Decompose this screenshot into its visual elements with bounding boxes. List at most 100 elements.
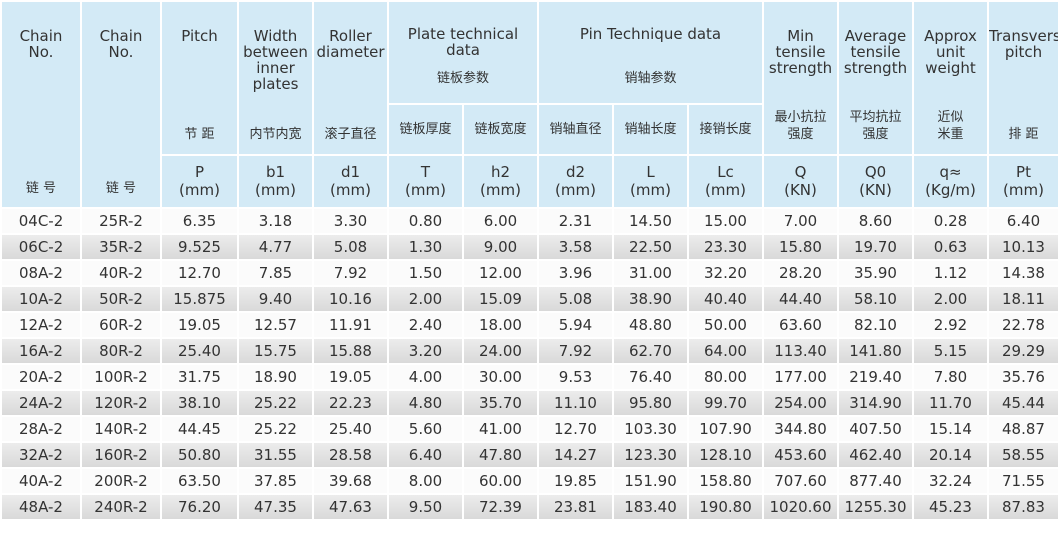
column-header: Transverse pitch 排 距	[987, 0, 1058, 157]
cell: 25.22	[237, 415, 314, 443]
cell: 3.20	[387, 337, 464, 365]
cell: 0.80	[387, 207, 464, 235]
cell: 71.55	[987, 467, 1058, 495]
cell: 3.30	[312, 207, 389, 235]
header-en: Min tensile strength	[768, 27, 833, 77]
header-box: b1 (mm)	[240, 157, 311, 206]
cell: 314.90	[837, 389, 914, 417]
cell: 141.80	[837, 337, 914, 365]
cell: 95.80	[612, 389, 689, 417]
cell: 15.88	[312, 337, 389, 365]
cell: 39.68	[312, 467, 389, 495]
group-zh: 链板参数	[436, 71, 489, 86]
header-zh: 节 距	[184, 127, 215, 142]
cell: 29.29	[987, 337, 1058, 365]
data-row: 24A-2 120R-2 38.10 25.22 22.23 4.80 35.70 11.10…	[0, 389, 1058, 417]
header-box: 销轴长度	[615, 106, 686, 153]
cell: 20.14	[912, 441, 989, 469]
cell: 99.70	[687, 389, 764, 417]
cell: 50.00	[687, 311, 764, 339]
cell: 140R-2	[80, 415, 162, 443]
cell: 60.00	[462, 467, 539, 495]
cell: 2.31	[537, 207, 614, 235]
header-zh: 链 号	[25, 181, 57, 196]
cell: 6.35	[160, 207, 239, 235]
cell: 128.10	[687, 441, 764, 469]
cell: 40A-2	[0, 467, 82, 495]
unit: (mm)	[630, 181, 671, 200]
cell: 47.63	[312, 493, 389, 521]
header-box: d2 (mm)	[540, 157, 611, 206]
header-box: h2 (mm)	[465, 157, 536, 206]
cell: 151.90	[612, 467, 689, 495]
symbol: h2	[490, 163, 511, 182]
cell: 113.40	[762, 337, 839, 365]
header-zh: 内节内宽	[249, 127, 302, 142]
header-box: Roller diameter 滚子直径	[315, 3, 386, 153]
header-en: Approx unit weight	[924, 27, 977, 77]
cell: 254.00	[762, 389, 839, 417]
cell: 15.14	[912, 415, 989, 443]
symbol: Lc	[717, 163, 734, 182]
cell: 25.40	[160, 337, 239, 365]
cell: 103.30	[612, 415, 689, 443]
group-zh: 销轴参数	[624, 71, 677, 86]
cell: 3.96	[537, 259, 614, 287]
data-row: 48A-2 240R-2 76.20 47.35 47.63 9.50 72.39 23.81…	[0, 493, 1058, 521]
header-en: Transverse pitch	[989, 27, 1057, 61]
unit: (KN)	[859, 181, 892, 200]
cell: 15.80	[762, 233, 839, 261]
cell: 9.525	[160, 233, 239, 261]
cell: 45.23	[912, 493, 989, 521]
header-box: Q0 (KN)	[840, 157, 911, 206]
unit-header: P (mm)	[160, 154, 239, 209]
group-header: Plate technical data 链板参数	[387, 0, 539, 106]
cell: 31.55	[237, 441, 314, 469]
data-row: 06C-2 35R-2 9.525 4.77 5.08 1.30 9.00 3.58 22.50…	[0, 233, 1058, 261]
unit-header: T (mm)	[387, 154, 464, 209]
cell: 63.60	[762, 311, 839, 339]
cell: 100R-2	[80, 363, 162, 391]
unit: (mm)	[405, 181, 446, 200]
column-header: Pitch 节 距	[160, 0, 239, 157]
cell: 76.40	[612, 363, 689, 391]
cell: 76.20	[160, 493, 239, 521]
symbol: P	[194, 163, 205, 182]
header-box: d1 (mm)	[315, 157, 386, 206]
cell: 48.80	[612, 311, 689, 339]
header-zh: 链板宽度	[474, 121, 527, 137]
sub-header: 链板宽度	[462, 103, 539, 157]
column-header: Average tensile strength 平均抗拉 强度	[837, 0, 914, 157]
cell: 47.80	[462, 441, 539, 469]
header-en: Pitch	[181, 27, 218, 45]
sub-header: 接销长度	[687, 103, 764, 157]
symbol: T	[420, 163, 431, 182]
cell: 10.13	[987, 233, 1058, 261]
header-zh: 滚子直径	[324, 127, 377, 142]
cell: 44.45	[160, 415, 239, 443]
cell: 1020.60	[762, 493, 839, 521]
cell: 2.00	[912, 285, 989, 313]
cell: 50R-2	[80, 285, 162, 313]
spec-table: Chain No. 链 号 Chain No. 链 号 Pitch 节 距 Width be…	[0, 0, 1058, 521]
header-en: Average tensile strength	[843, 27, 908, 77]
cell: 72.39	[462, 493, 539, 521]
cell: 4.80	[387, 389, 464, 417]
unit: (mm)	[179, 181, 220, 200]
cell: 1.50	[387, 259, 464, 287]
cell: 18.90	[237, 363, 314, 391]
header-zh: 链板厚度	[399, 121, 452, 137]
unit-header: Lc (mm)	[687, 154, 764, 209]
cell: 177.00	[762, 363, 839, 391]
cell: 47.35	[237, 493, 314, 521]
cell: 240R-2	[80, 493, 162, 521]
unit: (mm)	[555, 181, 596, 200]
symbol: d1	[340, 163, 361, 182]
cell: 158.80	[687, 467, 764, 495]
cell: 50.80	[160, 441, 239, 469]
cell: 12.70	[160, 259, 239, 287]
header-box: Pin Technique data 销轴参数	[540, 3, 761, 101]
data-row: 12A-2 60R-2 19.05 12.57 11.91 2.40 18.00 5.94 48…	[0, 311, 1058, 339]
header-box: Transverse pitch 排 距	[989, 3, 1057, 153]
cell: 12A-2	[0, 311, 82, 339]
